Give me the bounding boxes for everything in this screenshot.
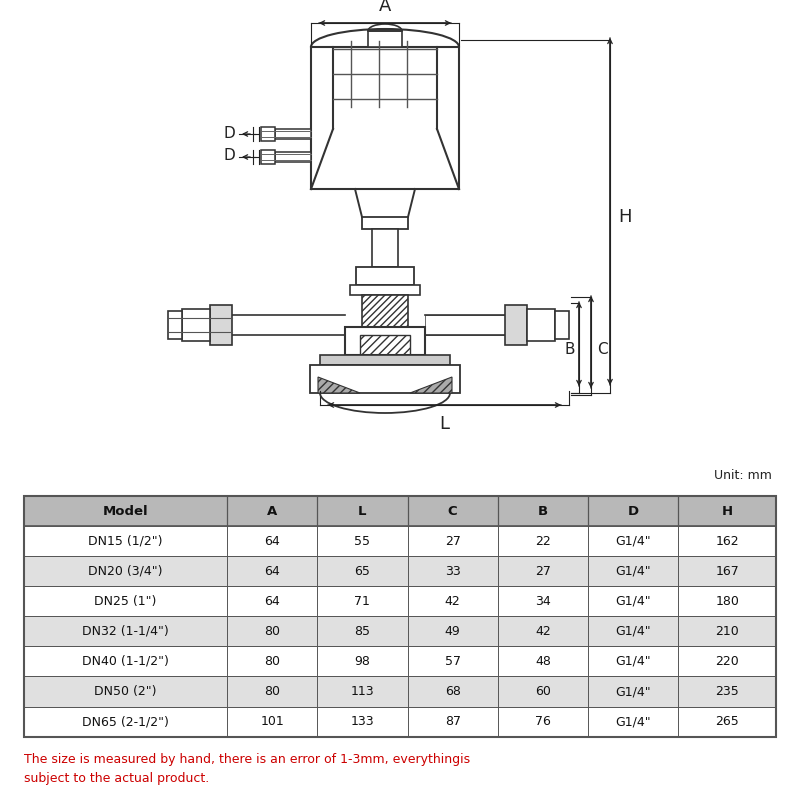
Bar <box>182 309 210 341</box>
Bar <box>555 311 569 339</box>
Text: Unit: mm: Unit: mm <box>714 469 772 482</box>
Text: 55: 55 <box>354 534 370 548</box>
Bar <box>372 229 398 267</box>
Text: Model: Model <box>102 505 148 518</box>
Text: 64: 64 <box>264 594 280 608</box>
Text: 60: 60 <box>535 685 551 698</box>
Bar <box>527 309 555 341</box>
Text: 34: 34 <box>535 594 550 608</box>
Text: 27: 27 <box>535 565 551 578</box>
Text: 42: 42 <box>445 594 461 608</box>
Text: 71: 71 <box>354 594 370 608</box>
Text: D: D <box>627 505 638 518</box>
Text: DN25 (1"): DN25 (1") <box>94 594 157 608</box>
Bar <box>168 311 182 339</box>
Text: 210: 210 <box>715 625 739 638</box>
Bar <box>425 315 505 335</box>
Text: 64: 64 <box>264 534 280 548</box>
Text: 64: 64 <box>264 565 280 578</box>
Text: 101: 101 <box>260 715 284 728</box>
Text: 98: 98 <box>354 655 370 668</box>
Text: DN65 (2-1/2"): DN65 (2-1/2") <box>82 715 169 728</box>
Text: H: H <box>722 505 733 518</box>
Bar <box>505 305 527 345</box>
Bar <box>24 677 776 706</box>
Text: 85: 85 <box>354 625 370 638</box>
Bar <box>24 586 776 616</box>
Text: G1/4": G1/4" <box>615 565 651 578</box>
Text: 76: 76 <box>535 715 551 728</box>
Text: L: L <box>439 415 450 433</box>
Text: H: H <box>618 207 631 226</box>
Polygon shape <box>318 377 360 393</box>
Text: 22: 22 <box>535 534 550 548</box>
Text: 48: 48 <box>535 655 551 668</box>
Text: 80: 80 <box>264 625 280 638</box>
Text: G1/4": G1/4" <box>615 534 651 548</box>
Bar <box>24 616 776 646</box>
Text: C: C <box>597 342 608 357</box>
Text: The size is measured by hand, there is an error of 1-3mm, everythingis
subject t: The size is measured by hand, there is a… <box>24 753 470 785</box>
Text: 235: 235 <box>715 685 739 698</box>
Text: 42: 42 <box>535 625 550 638</box>
Text: 68: 68 <box>445 685 461 698</box>
Text: 27: 27 <box>445 534 461 548</box>
Text: D: D <box>223 149 235 163</box>
Bar <box>362 217 408 229</box>
Bar <box>261 127 275 141</box>
Bar <box>261 150 275 164</box>
Text: 57: 57 <box>445 655 461 668</box>
Bar <box>24 556 776 586</box>
Bar <box>24 706 776 737</box>
Bar <box>24 496 776 737</box>
Text: DN50 (2"): DN50 (2") <box>94 685 157 698</box>
Text: 80: 80 <box>264 685 280 698</box>
Text: DN20 (3/4"): DN20 (3/4") <box>88 565 162 578</box>
Bar <box>275 152 311 162</box>
Bar <box>345 327 425 355</box>
Text: G1/4": G1/4" <box>615 685 651 698</box>
Text: 180: 180 <box>715 594 739 608</box>
Text: 80: 80 <box>264 655 280 668</box>
Text: A: A <box>379 0 391 15</box>
Bar <box>320 355 450 365</box>
Text: 49: 49 <box>445 625 461 638</box>
Text: 113: 113 <box>350 685 374 698</box>
Bar <box>356 267 414 285</box>
Text: 33: 33 <box>445 565 461 578</box>
Text: 87: 87 <box>445 715 461 728</box>
Polygon shape <box>410 377 452 393</box>
Text: G1/4": G1/4" <box>615 594 651 608</box>
Text: B: B <box>565 342 575 357</box>
Text: DN32 (1-1/4"): DN32 (1-1/4") <box>82 625 169 638</box>
Text: G1/4": G1/4" <box>615 655 651 668</box>
Text: 220: 220 <box>715 655 739 668</box>
Text: DN15 (1/2"): DN15 (1/2") <box>88 534 162 548</box>
Bar <box>24 496 776 526</box>
Bar <box>360 335 410 355</box>
Text: 162: 162 <box>715 534 739 548</box>
Text: C: C <box>448 505 458 518</box>
Bar <box>275 129 311 139</box>
Bar <box>368 31 402 47</box>
Text: B: B <box>538 505 548 518</box>
Text: G1/4": G1/4" <box>615 715 651 728</box>
Text: 167: 167 <box>715 565 739 578</box>
Bar <box>362 295 408 327</box>
Text: D: D <box>223 126 235 141</box>
Text: 265: 265 <box>715 715 739 728</box>
Bar <box>350 285 420 295</box>
Text: 133: 133 <box>350 715 374 728</box>
Text: L: L <box>358 505 366 518</box>
Bar <box>24 646 776 677</box>
Text: G1/4": G1/4" <box>615 625 651 638</box>
Text: 65: 65 <box>354 565 370 578</box>
Text: DN40 (1-1/2"): DN40 (1-1/2") <box>82 655 169 668</box>
Bar <box>210 305 232 345</box>
Text: A: A <box>267 505 278 518</box>
Bar <box>24 526 776 556</box>
Bar <box>310 365 460 393</box>
